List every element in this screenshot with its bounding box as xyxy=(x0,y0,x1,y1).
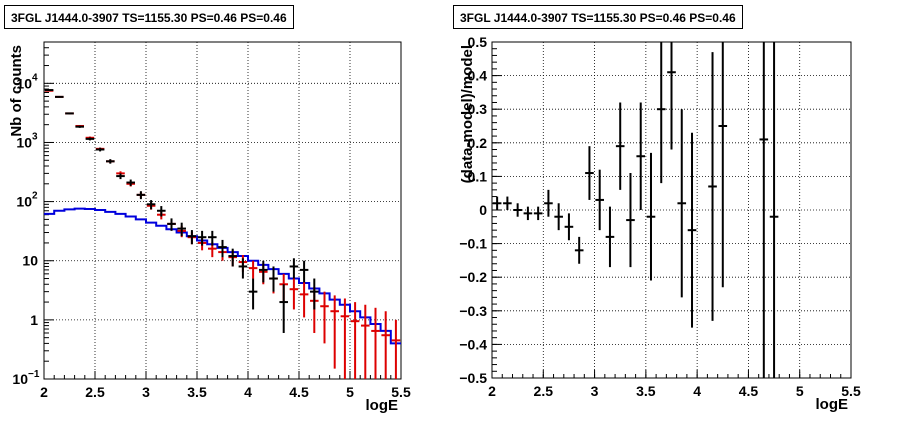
counts-panel: 3FGL J1444.0-3907 TS=1155.30 PS=0.46 PS=… xyxy=(4,5,411,414)
y-tick-label-exponent: −1 xyxy=(28,369,40,380)
y-tick-label-exponent: 4 xyxy=(32,72,38,83)
y-tick-label: 0 xyxy=(479,202,487,218)
x-tick-label: 4 xyxy=(693,383,701,399)
y-tick-label: 0.2 xyxy=(468,135,488,151)
x-tick-label: 5.5 xyxy=(841,383,861,399)
y-tick-label: −0.3 xyxy=(459,303,487,319)
y-tick-label: 10 xyxy=(16,75,32,91)
y-axis-label: (data-model)/model xyxy=(459,45,476,183)
x-tick-label: 2.5 xyxy=(534,383,554,399)
x-tick-label: 5 xyxy=(346,384,354,400)
y-tick-label: 0.4 xyxy=(468,68,488,84)
y-tick-label: −0.4 xyxy=(459,336,487,352)
plot-area xyxy=(492,42,779,378)
x-axis-label: logE xyxy=(366,397,399,414)
y-tick-label: 0.5 xyxy=(468,34,488,50)
chart-title: 3FGL J1444.0-3907 TS=1155.30 PS=0.46 PS=… xyxy=(4,5,294,29)
x-tick-label: 3 xyxy=(591,383,599,399)
y-tick-label: 10 xyxy=(12,371,28,387)
chart-title: 3FGL J1444.0-3907 TS=1155.30 PS=0.46 PS=… xyxy=(453,5,743,29)
residual-panel: 3FGL J1444.0-3907 TS=1155.30 PS=0.46 PS=… xyxy=(449,0,898,421)
x-tick-label: 4.5 xyxy=(739,383,759,399)
x-axis-label: logE xyxy=(816,396,849,413)
y-tick-label: −0.5 xyxy=(459,370,487,386)
x-tick-label: 3.5 xyxy=(636,383,656,399)
y-axis-label: Nb of counts xyxy=(8,45,25,137)
x-tick-label: 5 xyxy=(796,383,804,399)
y-tick-label-exponent: 2 xyxy=(32,191,38,202)
x-tick-label: 3 xyxy=(142,384,150,400)
model-step-line xyxy=(44,207,401,345)
plot-frame xyxy=(43,41,402,380)
x-tick-label: 4.5 xyxy=(289,384,309,400)
x-tick-label: 4 xyxy=(244,384,252,400)
x-tick-label: 2 xyxy=(488,383,496,399)
y-tick-label: −0.2 xyxy=(459,269,487,285)
y-tick-label: 10 xyxy=(16,194,32,210)
x-tick-label: 2.5 xyxy=(85,384,105,400)
y-tick-label: 0.1 xyxy=(468,168,488,184)
y-tick-label: 10 xyxy=(22,253,38,269)
y-tick-label: 0.3 xyxy=(468,101,488,117)
y-tick-label: 1 xyxy=(30,312,38,328)
plot-area xyxy=(44,89,401,379)
x-tick-label: 3.5 xyxy=(187,384,207,400)
y-tick-label: 10 xyxy=(16,134,32,150)
y-tick-label-exponent: 3 xyxy=(32,131,38,142)
y-tick-label: −0.1 xyxy=(459,236,487,252)
x-tick-label: 5.5 xyxy=(391,384,411,400)
residual-plot: 2 2.5 3 3.5 4 4.5 5 5.5 −0.5 −0.4 −0.3 −0.2 −0.1 0 0.1… xyxy=(459,34,861,413)
x-tick-label: 2 xyxy=(40,384,48,400)
